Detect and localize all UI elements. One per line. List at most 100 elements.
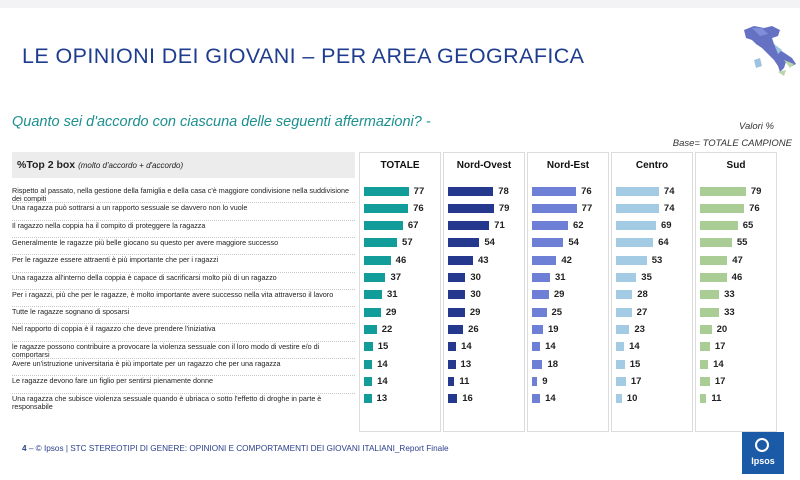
data-label-1-9: 22: [381, 323, 393, 335]
statement-label-9: Nel rapporto di coppia è il ragazzo che …: [12, 324, 216, 334]
bar-3-6: [532, 273, 550, 282]
bar-2-9: [448, 324, 464, 334]
data-label-4-13: 10: [626, 393, 638, 405]
bar-2-8: [448, 307, 465, 317]
bar-1-11: [364, 359, 373, 369]
values-unit-note: Valori %: [738, 121, 774, 132]
bar-3-12: [532, 376, 538, 386]
bar-2-13: [448, 394, 458, 404]
bar-4-6: [616, 273, 637, 282]
series-header-3: Nord-Est: [546, 160, 590, 171]
data-label-5-10: 17: [714, 341, 726, 353]
bar-1-12: [364, 376, 373, 386]
data-label-5-9: 20: [716, 323, 728, 335]
data-label-1-4: 57: [402, 237, 413, 249]
bar-5-11: [700, 359, 709, 369]
bar-5-2: [700, 203, 745, 213]
data-label-5-7: 33: [724, 289, 735, 301]
data-label-4-11: 15: [629, 358, 641, 370]
bar-4-10: [616, 342, 625, 352]
bar-2-10: [448, 342, 457, 352]
row-divider: [12, 375, 355, 377]
bar-2-3: [448, 221, 490, 231]
bar-1-9: [364, 324, 377, 334]
bar-1-10: [364, 342, 373, 352]
data-label-4-7: 28: [637, 289, 648, 301]
bar-5-9: [700, 324, 712, 334]
statement-label-11: Avere un'istruzione universitaria è più …: [12, 359, 281, 368]
statement-label-13: Una ragazza che subisce violenza sessual…: [12, 393, 322, 411]
bar-3-11: [532, 359, 543, 369]
bar-3-5: [532, 255, 557, 265]
bar-4-7: [616, 290, 633, 300]
data-label-2-5: 43: [477, 254, 489, 266]
top-band: [0, 0, 800, 8]
bar-3-13: [532, 394, 541, 404]
data-label-4-9: 23: [634, 323, 645, 335]
data-label-4-10: 14: [629, 341, 640, 353]
series-header-1: TOTALE: [380, 160, 420, 171]
data-label-4-2: 74: [663, 202, 675, 214]
data-label-4-5: 53: [651, 254, 663, 266]
series-header-2: Nord-Ovest: [456, 160, 512, 171]
statement-label-4: Generalmente le ragazze più belle giocan…: [12, 237, 279, 247]
bar-1-4: [364, 238, 398, 248]
bar-4-1: [616, 186, 659, 196]
data-label-4-8: 27: [636, 306, 648, 318]
bar-1-5: [364, 255, 391, 265]
data-label-2-12: 11: [459, 375, 470, 387]
bar-4-3: [616, 221, 657, 231]
page-title: LE OPINIONI DEI GIOVANI – PER AREA GEOGR…: [22, 44, 585, 68]
sample-base-note: Base= TOTALE CAMPIONE: [672, 138, 792, 149]
data-label-5-4: 55: [736, 237, 748, 249]
series-header-4: Centro: [635, 160, 669, 171]
bar-3-2: [532, 203, 577, 213]
chart-question: Quanto sei d'accordo con ciascuna delle …: [12, 114, 431, 130]
data-label-1-5: 46: [395, 254, 407, 266]
statement-label-8: Tutte le ragazze sognano di sposarsi: [12, 307, 130, 317]
bar-5-13: [700, 394, 707, 404]
data-label-2-3: 71: [494, 220, 505, 232]
data-label-2-2: 79: [498, 202, 510, 214]
series-header-5: Sud: [726, 160, 746, 171]
bar-1-3: [364, 221, 403, 231]
statement-label-6: Una ragazza all'interno della coppia è c…: [12, 272, 277, 282]
row-divider: [12, 358, 355, 359]
data-label-1-11: 14: [377, 358, 388, 370]
data-label-5-6: 46: [731, 272, 743, 283]
data-label-2-1: 78: [498, 185, 509, 197]
bar-1-7: [364, 290, 382, 300]
statement-label-3: Il ragazzo nella coppia ha il compito di…: [12, 220, 206, 230]
row-divider: [12, 340, 355, 342]
bar-3-3: [532, 221, 568, 231]
statement-label-1: Rispetto al passato, nella gestione dell…: [12, 186, 349, 204]
statement-column-header: %Top 2 box (molto d'accordo + d'accordo): [17, 159, 183, 171]
row-divider: [12, 306, 355, 308]
statement-label-10: le ragazze possono contribuire a provoca…: [12, 341, 320, 360]
row-divider: [12, 288, 355, 290]
row-divider: [12, 254, 355, 256]
data-label-2-7: 30: [470, 289, 481, 301]
bar-2-12: [448, 376, 455, 386]
data-label-2-8: 29: [469, 306, 481, 318]
row-divider: [12, 219, 355, 221]
data-label-2-10: 14: [461, 341, 472, 353]
data-label-1-6: 37: [390, 272, 402, 283]
data-label-1-3: 67: [407, 220, 419, 232]
data-label-1-12: 14: [377, 375, 388, 387]
bar-5-1: [700, 186, 746, 196]
ipsos-logo: Ipsos: [742, 432, 784, 474]
statement-label-12: Le ragazze devono fare un figlio per sen…: [12, 376, 213, 386]
data-label-1-7: 31: [386, 289, 398, 301]
data-label-2-4: 54: [484, 237, 495, 249]
data-label-2-13: 16: [462, 393, 473, 405]
bar-1-2: [364, 203, 409, 213]
bar-4-5: [616, 255, 647, 265]
data-label-2-11: 13: [460, 358, 472, 370]
bar-5-3: [700, 221, 738, 231]
data-label-4-12: 17: [630, 375, 642, 387]
data-label-5-11: 14: [713, 358, 724, 370]
bar-3-9: [532, 324, 544, 334]
row-divider: [12, 236, 355, 238]
italy-map-icon: [744, 26, 796, 76]
